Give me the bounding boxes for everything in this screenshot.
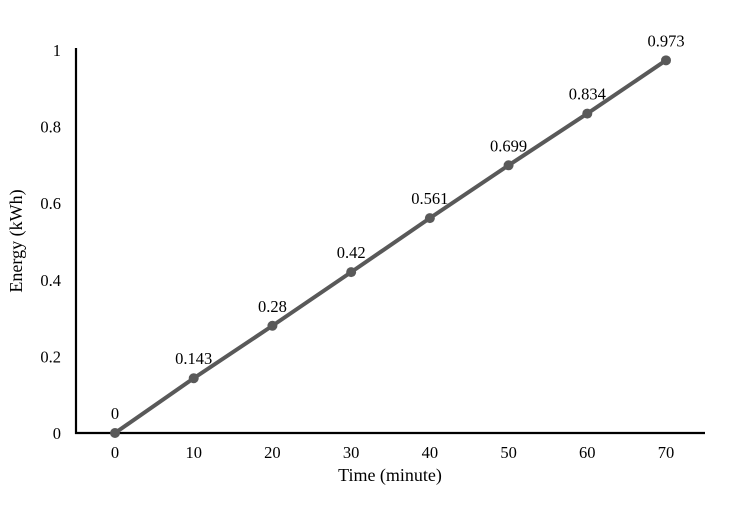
y-axis-tick-labels: 0 0.2 0.4 0.6 0.8 1 bbox=[40, 41, 61, 443]
data-point-marker bbox=[188, 373, 199, 384]
data-point-marker bbox=[267, 320, 278, 331]
data-point-marker bbox=[346, 267, 357, 278]
data-point-label: 0.699 bbox=[490, 136, 527, 155]
y-tick-label: 0 bbox=[53, 424, 61, 443]
data-point-label: 0.834 bbox=[569, 85, 606, 104]
y-tick-label: 1 bbox=[53, 41, 61, 60]
data-point-marker bbox=[503, 160, 514, 171]
data-point-marker bbox=[661, 55, 671, 66]
x-tick-label: 20 bbox=[264, 443, 281, 462]
y-axis-title: Energy (kWh) bbox=[6, 189, 27, 292]
data-series bbox=[110, 55, 671, 438]
y-tick-label: 0.8 bbox=[40, 118, 61, 137]
x-axis-title: Time (minute) bbox=[338, 465, 442, 486]
x-tick-label: 50 bbox=[500, 443, 517, 462]
x-tick-label: 30 bbox=[343, 443, 360, 462]
data-point-label: 0.143 bbox=[175, 349, 212, 368]
x-tick-label: 0 bbox=[111, 443, 119, 462]
data-point-label: 0.973 bbox=[647, 31, 684, 50]
x-tick-label: 10 bbox=[185, 443, 202, 462]
y-tick-label: 0.6 bbox=[40, 194, 61, 213]
data-point-marker bbox=[582, 108, 593, 119]
x-tick-label: 40 bbox=[422, 443, 439, 462]
data-point-label: 0.28 bbox=[258, 297, 287, 316]
y-tick-label: 0.2 bbox=[40, 347, 61, 366]
y-tick-label: 0.4 bbox=[40, 271, 61, 290]
data-point-label: 0.42 bbox=[337, 243, 366, 262]
data-point-marker bbox=[424, 213, 435, 224]
x-axis-tick-labels: 0 10 20 30 40 50 60 70 bbox=[111, 443, 674, 462]
data-point-labels: 0 0.143 0.28 0.42 0.561 0.699 0.834 0.973 bbox=[111, 31, 685, 423]
data-point-label: 0.561 bbox=[411, 189, 448, 208]
data-point-marker bbox=[110, 428, 120, 438]
data-point-label: 0 bbox=[111, 404, 119, 423]
x-tick-label: 70 bbox=[658, 443, 675, 462]
x-tick-label: 60 bbox=[579, 443, 596, 462]
series-line bbox=[113, 58, 668, 435]
